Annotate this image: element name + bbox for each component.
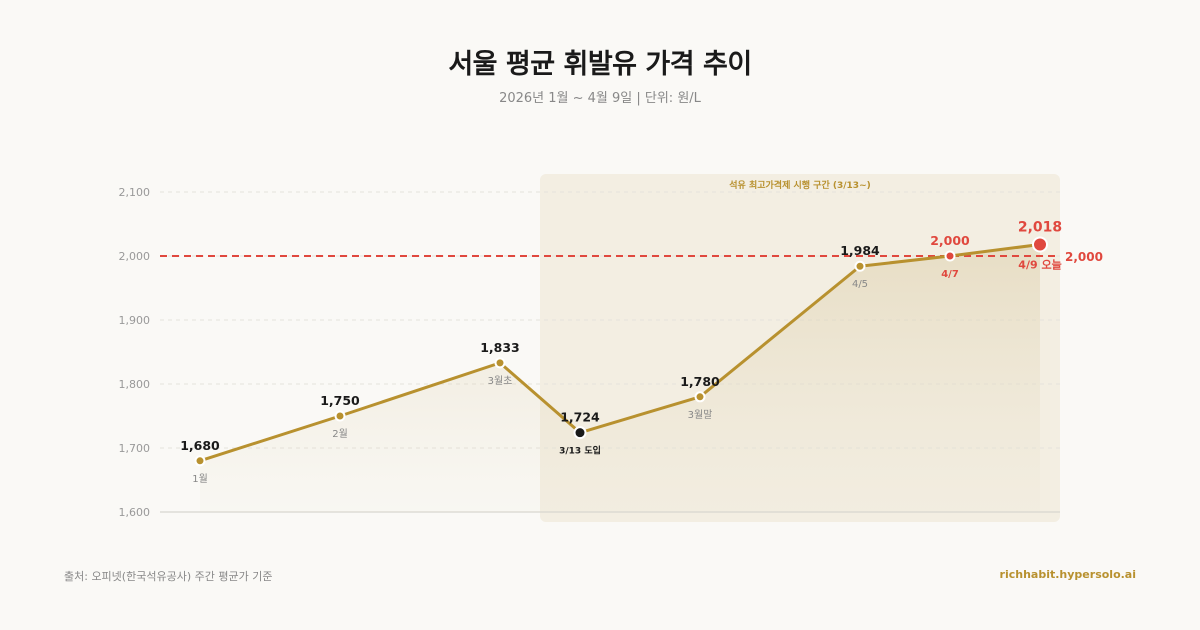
data-point [854, 260, 866, 272]
data-value-label: 1,984 [840, 243, 880, 258]
data-value-label: 1,780 [680, 374, 720, 389]
x-category-label: 3월초 [488, 375, 513, 387]
data-point [194, 455, 206, 467]
x-category-label: 4/9 오늘 [1018, 258, 1061, 271]
data-value-label: 1,833 [480, 340, 520, 355]
data-source-note: 출처: 오피넷(한국석유공사) 주간 평균가 기준 [64, 570, 273, 583]
y-tick-label: 1,700 [119, 442, 151, 455]
data-value-label: 1,724 [560, 410, 600, 425]
x-category-label: 1월 [192, 473, 208, 485]
x-category-label: 4/7 [941, 269, 959, 280]
data-point [694, 391, 706, 403]
data-value-label: 1,680 [180, 438, 220, 453]
price-series-line [198, 242, 1042, 463]
x-category-label: 3/13 도입 [559, 445, 601, 457]
data-value-label: 2,018 [1018, 219, 1062, 235]
data-point [494, 357, 506, 369]
y-tick-label: 1,600 [119, 506, 151, 519]
y-tick-label: 1,900 [119, 314, 151, 327]
data-point [1032, 236, 1048, 253]
y-tick-label: 2,100 [119, 186, 151, 199]
data-value-label: 1,750 [320, 393, 360, 408]
y-tick-label: 1,800 [119, 378, 151, 391]
chart-title: 서울 평균 휘발유 가격 추이 [448, 49, 752, 80]
highlight-region-label: 석유 최고가격제 시행 구간 (3/13~) [729, 179, 870, 191]
data-value-label: 2,000 [930, 233, 970, 248]
y-tick-label: 2,000 [119, 250, 151, 263]
data-point [573, 426, 587, 440]
site-credit: richhabit.hypersolo.ai [999, 568, 1136, 581]
x-category-label: 2월 [332, 428, 348, 440]
data-point [334, 410, 346, 422]
area-fill [200, 244, 1040, 513]
x-category-label: 4/5 [852, 279, 868, 290]
x-category-label: 3월말 [688, 409, 713, 421]
chart-subtitle: 2026년 1월 ~ 4월 9일 | 단위: 원/L [499, 91, 701, 106]
reference-line-label: 2,000 [1065, 250, 1103, 264]
data-point [944, 250, 956, 262]
